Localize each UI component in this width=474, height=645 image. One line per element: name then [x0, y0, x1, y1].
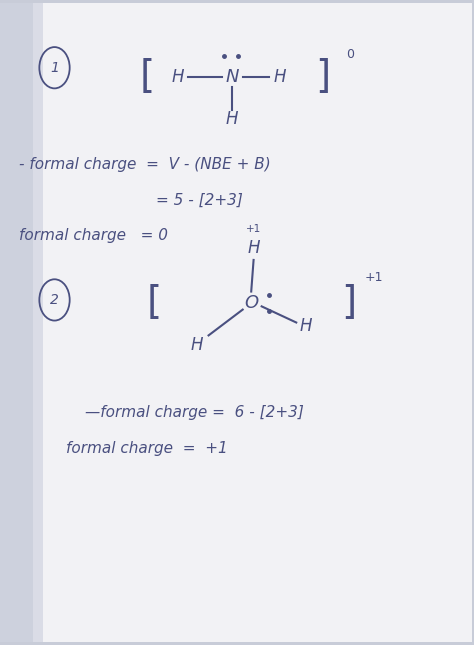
Text: [: [: [147, 284, 162, 322]
Text: H: H: [191, 336, 203, 354]
FancyBboxPatch shape: [0, 3, 43, 642]
Text: - formal charge  =  V - (NBE + B): - formal charge = V - (NBE + B): [19, 157, 271, 172]
Text: H: H: [273, 68, 286, 86]
FancyBboxPatch shape: [33, 3, 472, 642]
Text: 2: 2: [50, 293, 59, 307]
Text: [: [: [140, 59, 155, 96]
Text: formal charge   = 0: formal charge = 0: [19, 228, 168, 243]
Text: ]: ]: [315, 59, 330, 96]
Text: +1: +1: [246, 224, 261, 234]
Text: 1: 1: [50, 61, 59, 75]
Text: formal charge  =  +1: formal charge = +1: [66, 441, 228, 456]
Text: ]: ]: [341, 284, 356, 322]
Text: H: H: [300, 317, 312, 335]
Text: H: H: [247, 239, 260, 257]
Text: N: N: [226, 68, 239, 86]
Text: O: O: [244, 294, 258, 312]
Text: H: H: [172, 68, 184, 86]
Text: 0: 0: [346, 48, 354, 61]
Text: = 5 - [2+3]: = 5 - [2+3]: [156, 192, 243, 208]
Text: —formal charge =  6 - [2+3]: —formal charge = 6 - [2+3]: [85, 405, 304, 421]
Text: H: H: [226, 110, 238, 128]
Text: +1: +1: [365, 271, 383, 284]
